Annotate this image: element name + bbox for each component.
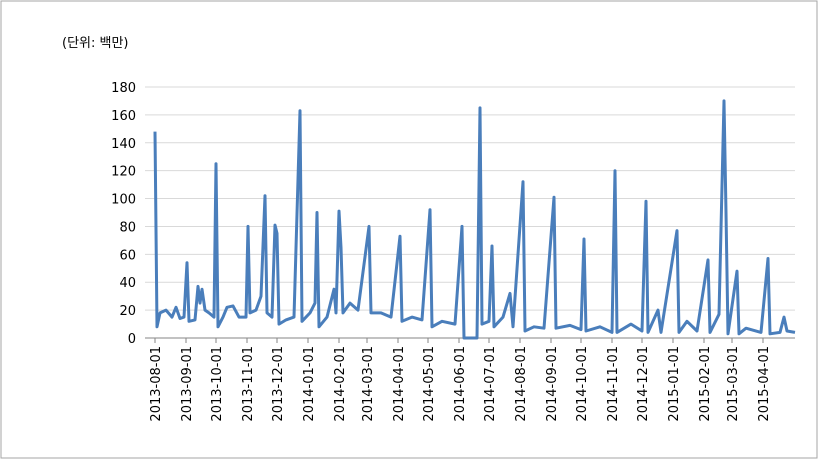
y-tick-label: 120 bbox=[111, 165, 136, 180]
x-tick-label: 2014-04-01 bbox=[392, 346, 407, 422]
x-tick-label: 2015-04-01 bbox=[757, 346, 772, 422]
x-tick-label: 2014-11-01 bbox=[606, 346, 621, 422]
x-tick-label: 2013-08-01 bbox=[149, 346, 164, 422]
x-tick-label: 2014-09-01 bbox=[545, 346, 560, 422]
x-tick-label: 2015-03-01 bbox=[726, 346, 741, 422]
x-tick-label: 2013-12-01 bbox=[271, 346, 286, 422]
y-tick-label: 80 bbox=[119, 220, 136, 235]
y-tick-label: 20 bbox=[119, 304, 136, 319]
x-tick-label: 2014-05-01 bbox=[422, 346, 437, 422]
y-tick-label: 140 bbox=[111, 137, 136, 152]
x-tick-label: 2014-08-01 bbox=[514, 346, 529, 422]
y-tick-label: 160 bbox=[111, 109, 136, 124]
x-tick-label: 2013-11-01 bbox=[241, 346, 256, 422]
x-tick-label: 2015-01-01 bbox=[667, 346, 682, 422]
data-line bbox=[153, 99, 796, 340]
x-tick-label: 2013-09-01 bbox=[180, 346, 195, 422]
x-tick-label: 2014-12-01 bbox=[636, 346, 651, 422]
x-tick-label: 2014-10-01 bbox=[575, 346, 590, 422]
y-axis-label: (단위: 백만) bbox=[62, 36, 129, 51]
x-tick-label: 2014-02-01 bbox=[333, 346, 348, 422]
x-tick-label: 2013-10-01 bbox=[210, 346, 225, 422]
x-tick-label: 2014-06-01 bbox=[453, 346, 468, 422]
x-tick-label: 2014-07-01 bbox=[483, 346, 498, 422]
y-tick-label: 0 bbox=[128, 332, 136, 347]
x-tick-label: 2014-03-01 bbox=[361, 346, 376, 422]
y-tick-label: 60 bbox=[119, 248, 136, 263]
y-tick-label: 100 bbox=[111, 193, 136, 208]
x-tick-label: 2015-02-01 bbox=[698, 346, 713, 422]
y-tick-label: 180 bbox=[111, 81, 136, 96]
x-tick-label: 2014-01-01 bbox=[302, 346, 317, 422]
y-tick-label: 40 bbox=[119, 276, 136, 291]
